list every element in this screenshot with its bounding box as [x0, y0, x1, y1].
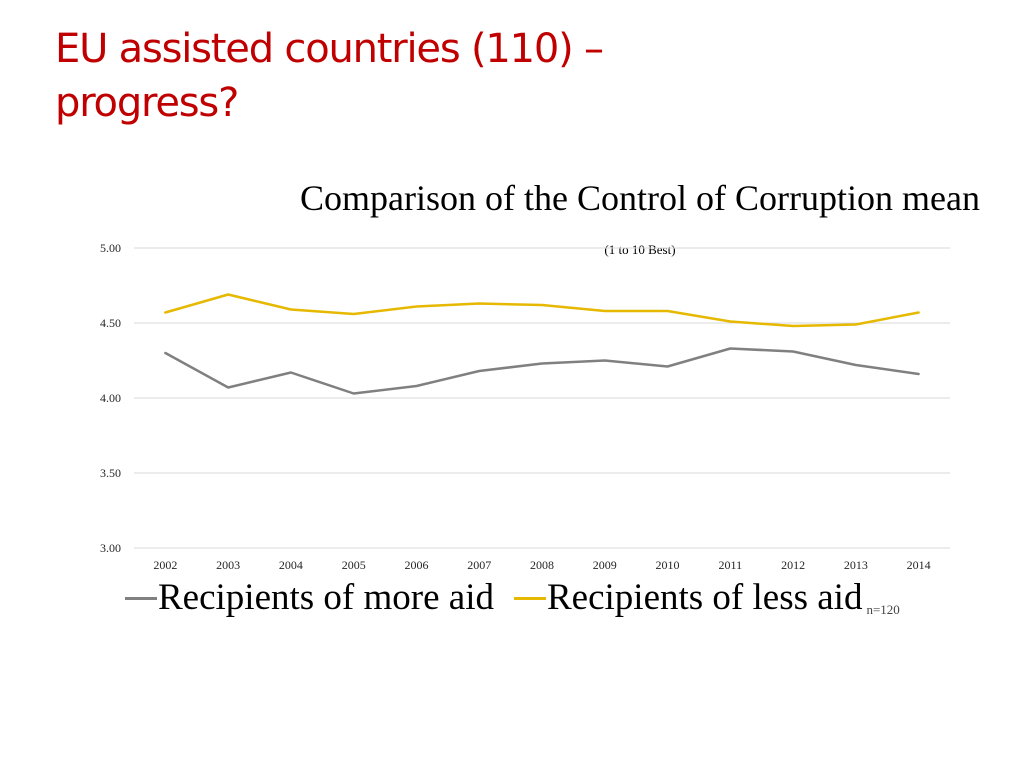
x-tick-label: 2011: [719, 558, 743, 572]
series-lines: [164, 293, 920, 395]
y-tick-label: 3.50: [100, 466, 121, 480]
x-tick-label: 2014: [907, 558, 931, 572]
legend: Recipients of more aid Recipients of les…: [125, 576, 900, 620]
legend-item-more-aid: Recipients of more aid: [125, 576, 494, 620]
gridlines: [134, 247, 950, 549]
sample-size-note: n=120: [866, 602, 900, 617]
legend-item-less-aid: Recipients of less aid: [513, 576, 863, 620]
line-chart: 3.003.504.004.505.00 2002 2003 2004 2005 200…: [100, 241, 950, 572]
x-tick-label: 2009: [593, 558, 617, 572]
x-tick-label: 2008: [530, 558, 554, 572]
y-tick-label: 4.50: [100, 316, 121, 330]
chart-title-main: Comparison of the Control of Corruption …: [300, 178, 980, 218]
legend-swatch-more-aid: [125, 596, 157, 600]
slide-title: EU assisted countries (110) – progress?: [55, 26, 604, 126]
y-tick-label: 4.00: [100, 391, 121, 405]
x-tick-label: 2006: [404, 558, 428, 572]
chart-title-note: (1 to 10 Best): [604, 242, 676, 257]
legend-swatch-less-aid: [513, 596, 546, 600]
chart-title: Comparison of the Control of Corruption …: [300, 176, 980, 272]
x-tick-label: 2012: [781, 558, 805, 572]
x-tick-label: 2005: [342, 558, 366, 572]
x-tick-label: 2007: [467, 558, 491, 572]
legend-label-more-aid: Recipients of more aid: [158, 577, 494, 618]
x-tick-label: 2002: [153, 558, 177, 572]
series-line-0: [164, 347, 920, 395]
legend-label-less-aid: Recipients of less aid: [546, 577, 863, 618]
y-tick-label: 3.00: [100, 541, 121, 555]
x-axis-ticks: 2002 2003 2004 2005 2006 2007 2008 2009 2010 2011…: [153, 558, 930, 572]
x-tick-label: 2010: [656, 558, 680, 572]
x-tick-label: 2003: [216, 558, 240, 572]
y-tick-label: 5.00: [100, 241, 121, 255]
y-axis-ticks: 3.00 3.50 4.00 4.50 5.00: [100, 241, 121, 555]
x-tick-label: 2004: [279, 558, 303, 572]
series-line-1: [164, 293, 920, 328]
x-tick-label: 2013: [844, 558, 868, 572]
